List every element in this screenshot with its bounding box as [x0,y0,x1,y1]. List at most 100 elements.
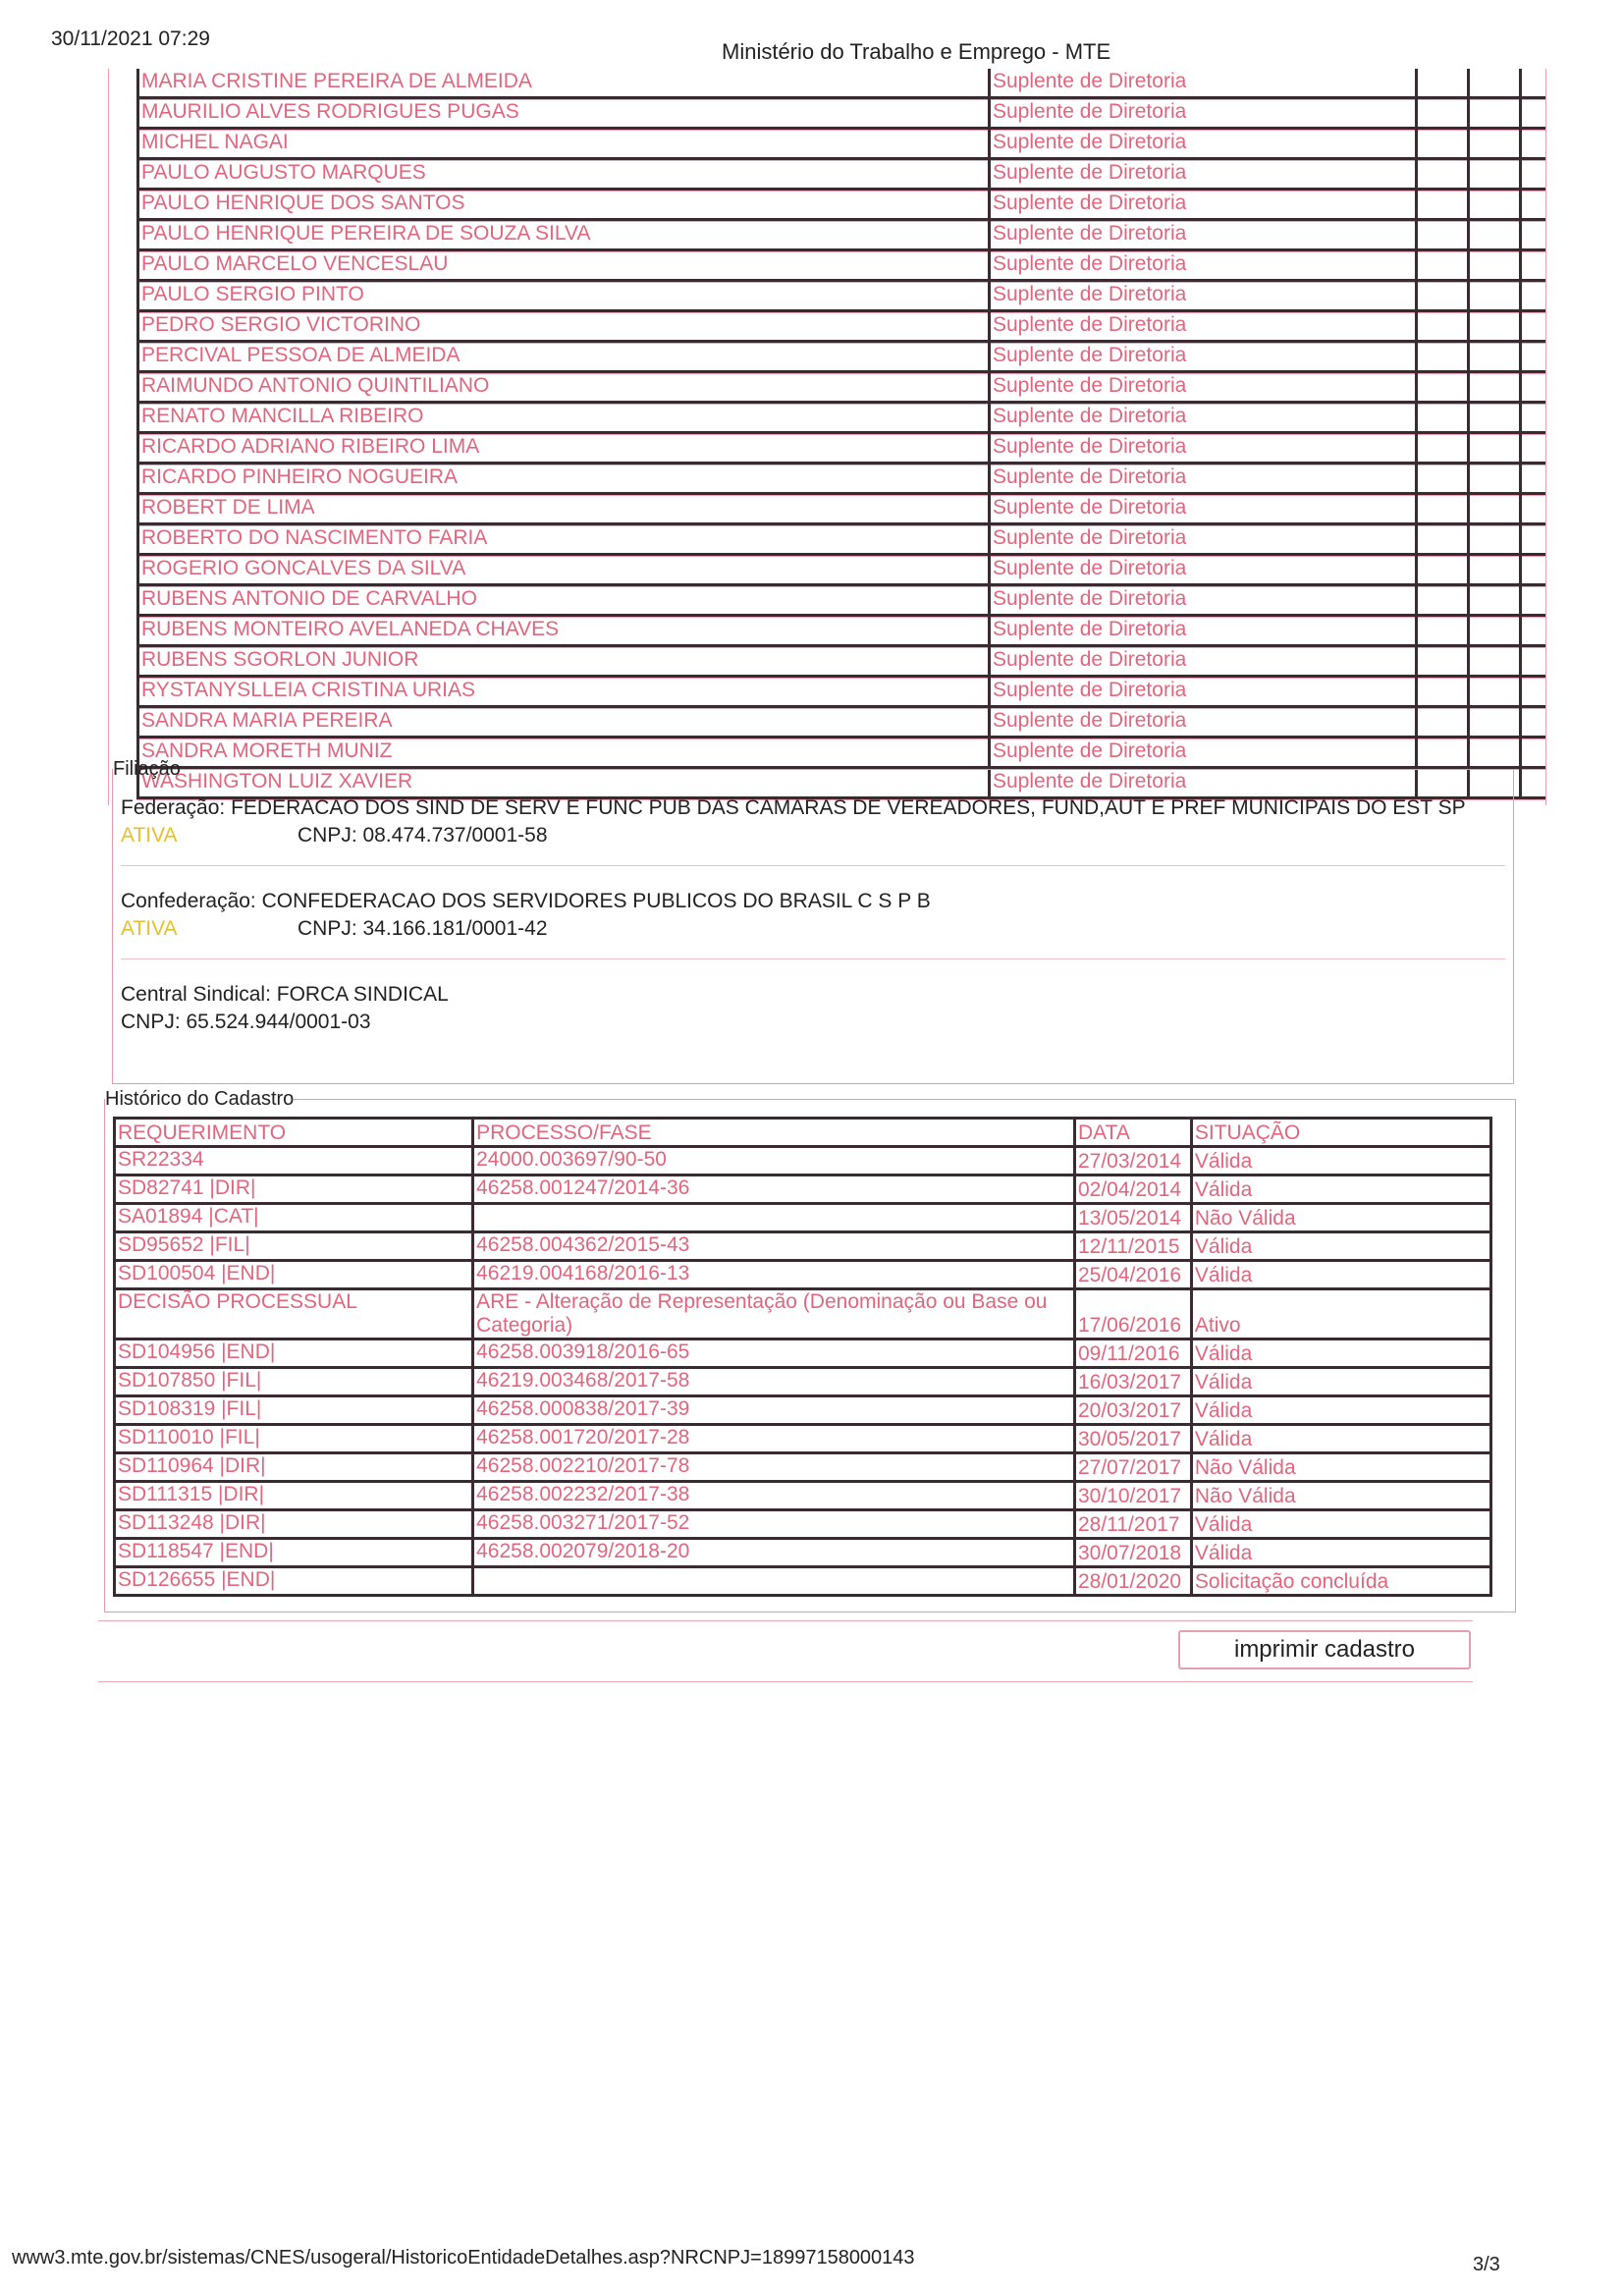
member-cell [1415,99,1467,127]
page-number: 3/3 [1473,2254,1500,2275]
member-role: Suplente de Diretoria [988,282,1415,309]
member-cell [1467,251,1522,279]
federacao-block: Federação: FEDERACAO DOS SIND DE SERV E … [121,787,1505,866]
member-name: RICARDO PINHEIRO NOGUEIRA [136,465,988,492]
cell-processo: 46219.003468/2017-58 [471,1366,1076,1397]
member-cell [1467,738,1522,766]
member-row: MAURILIO ALVES RODRIGUES PUGAS Suplente d… [136,99,1545,130]
member-cell [1415,495,1467,522]
member-name: MARIA CRISTINE PEREIRA DE ALMEIDA [136,69,988,96]
member-cell [1467,221,1522,248]
cell-processo [471,1202,1076,1233]
confederacao-block: Confederação: CONFEDERACAO DOS SERVIDORE… [121,880,1505,959]
cell-processo: 46258.003271/2017-52 [471,1508,1076,1540]
member-role: Suplente de Diretoria [988,312,1415,340]
member-cell [1467,586,1522,614]
member-row: ROBERT DE LIMA Suplente de Diretoria [136,495,1545,525]
member-name: RUBENS MONTEIRO AVELANEDA CHAVES [136,617,988,644]
member-cell [1415,69,1467,96]
member-role: Suplente de Diretoria [988,160,1415,188]
header-situacao: SITUAÇÃO [1189,1117,1493,1148]
cell-situacao: Válida [1189,1537,1493,1568]
member-role: Suplente de Diretoria [988,769,1415,796]
member-role: Suplente de Diretoria [988,99,1415,127]
page-title: Ministério do Trabalho e Emprego - MTE [722,39,1111,64]
member-cell [1415,525,1467,553]
cell-data: 16/03/2017 [1072,1366,1193,1397]
cell-processo: 46258.003918/2016-65 [471,1338,1076,1369]
cell-requerimento: SA01894 |CAT| [112,1202,475,1233]
member-name: WASHINGTON LUIZ XAVIER [136,769,988,796]
cell-data: 09/11/2016 [1072,1338,1193,1369]
member-cell [1467,160,1522,188]
member-row: SANDRA MORETH MUNIZ Suplente de Diretoria [136,738,1545,769]
member-name: ROGERIO GONCALVES DA SILVA [136,556,988,583]
member-name: PEDRO SERGIO VICTORINO [136,312,988,340]
cell-data: 28/11/2017 [1072,1508,1193,1540]
cell-data: 13/05/2014 [1072,1202,1193,1233]
member-cell [1415,160,1467,188]
member-row: MICHEL NAGAI Suplente de Diretoria [136,130,1545,160]
cell-requerimento: SD110964 |DIR| [112,1451,475,1483]
member-cell [1467,525,1522,553]
member-name: SANDRA MORETH MUNIZ [136,738,988,766]
cell-processo: 46258.001247/2014-36 [471,1174,1076,1205]
print-button[interactable]: imprimir cadastro [1178,1630,1471,1669]
member-row: RYSTANYSLLEIA CRISTINA URIAS Suplente de … [136,678,1545,708]
divider [98,1681,1473,1682]
member-role: Suplente de Diretoria [988,495,1415,522]
cell-requerimento: DECISÃO PROCESSUAL [112,1287,475,1340]
cell-situacao: Ativo [1189,1287,1493,1340]
cell-data: 30/10/2017 [1072,1480,1193,1511]
historico-legend: Histórico do Cadastro [105,1088,295,1110]
historico-row: SD110010 |FIL| 46258.001720/2017-28 30/05/… [112,1423,1493,1454]
member-cell [1467,69,1522,96]
filiacao-legend: Filiação [113,758,181,780]
historico-section: Histórico do Cadastro REQUERIMENTO PROCE… [104,1088,1516,1613]
member-role: Suplente de Diretoria [988,373,1415,401]
cell-requerimento: SD110010 |FIL| [112,1423,475,1454]
member-role: Suplente de Diretoria [988,465,1415,492]
historico-row: SD82741 |DIR| 46258.001247/2014-36 02/04/2… [112,1174,1493,1205]
member-row: PEDRO SERGIO VICTORINO Suplente de Direto… [136,312,1545,343]
cell-processo: ARE - Alteração de Representação (Denomi… [471,1287,1076,1340]
member-name: PAULO SERGIO PINTO [136,282,988,309]
cell-situacao: Solicitação concluída [1189,1565,1493,1597]
cell-requerimento: SD104956 |END| [112,1338,475,1369]
cell-situacao: Válida [1189,1423,1493,1454]
member-cell [1467,769,1522,796]
cell-processo: 46258.002079/2018-20 [471,1537,1076,1568]
member-row: PAULO MARCELO VENCESLAU Suplente de Diret… [136,251,1545,282]
member-cell [1467,556,1522,583]
historico-row: SR22334 24000.003697/90-50 27/03/2014 Válid… [112,1145,1493,1176]
member-cell [1415,678,1467,705]
cell-data: 17/06/2016 [1072,1287,1193,1340]
cell-situacao: Válida [1189,1394,1493,1426]
cell-requerimento: SD118547 |END| [112,1537,475,1568]
member-name: PAULO MARCELO VENCESLAU [136,251,988,279]
cell-requerimento: SD126655 |END| [112,1565,475,1597]
cell-situacao: Válida [1189,1145,1493,1176]
cell-processo: 46258.001720/2017-28 [471,1423,1076,1454]
member-role: Suplente de Diretoria [988,647,1415,675]
cell-requerimento: SD82741 |DIR| [112,1174,475,1205]
member-cell [1467,465,1522,492]
cell-situacao: Válida [1189,1230,1493,1262]
member-row: ROGERIO GONCALVES DA SILVA Suplente de Di… [136,556,1545,586]
member-role: Suplente de Diretoria [988,586,1415,614]
member-name: MICHEL NAGAI [136,130,988,157]
cell-requerimento: SD108319 |FIL| [112,1394,475,1426]
cell-situacao: Válida [1189,1174,1493,1205]
member-cell [1415,312,1467,340]
cell-data: 30/07/2018 [1072,1537,1193,1568]
member-row: WASHINGTON LUIZ XAVIER Suplente de Direto… [136,769,1545,799]
footer-url: www3.mte.gov.br/sistemas/CNES/usogeral/H… [12,2247,915,2269]
member-name: RYSTANYSLLEIA CRISTINA URIAS [136,678,988,705]
historico-row: SD126655 |END| 28/01/2020 Solicitação conc… [112,1565,1493,1597]
historico-table: REQUERIMENTO PROCESSO/FASE DATA SITUAÇÃO… [112,1117,1493,1597]
member-cell [1467,343,1522,370]
member-name: RENATO MANCILLA RIBEIRO [136,404,988,431]
historico-row: SD113248 |DIR| 46258.003271/2017-52 28/11/… [112,1508,1493,1540]
central-block: Central Sindical: FORCA SINDICAL CNPJ: 6… [121,973,1505,1052]
divider [98,1620,1473,1621]
